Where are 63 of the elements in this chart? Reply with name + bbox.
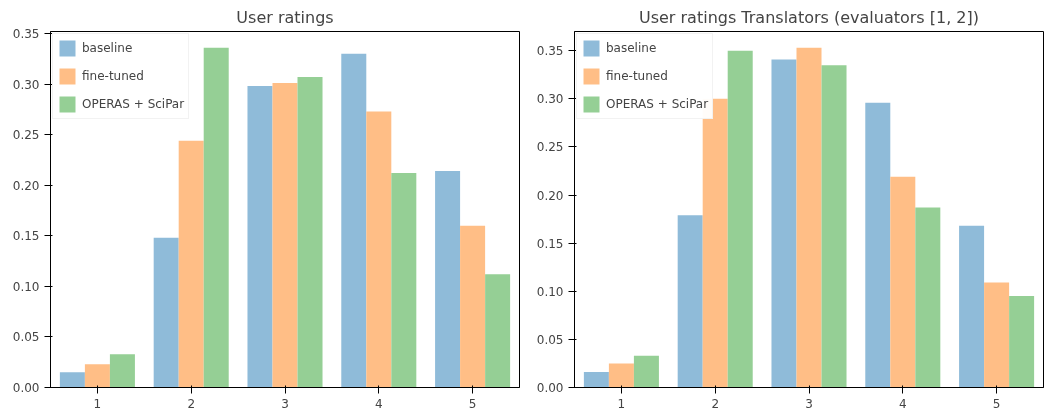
- y-tick-label: 0.10: [12, 279, 40, 294]
- y-tick-label: 0.30: [536, 92, 564, 107]
- y-tick-label: 0.20: [536, 188, 564, 203]
- x-tick-label: 1: [617, 396, 626, 411]
- y-tick-label: 0.15: [12, 229, 40, 244]
- bar: [391, 173, 417, 388]
- bar: [153, 237, 179, 388]
- legend-label: OPERAS + SciPar: [606, 97, 709, 111]
- chart-title: User ratings Translators (evaluators [1, 2]): [638, 7, 980, 27]
- bar: [633, 355, 659, 388]
- bar: [109, 354, 135, 388]
- x-tick-label: 5: [468, 396, 477, 411]
- y-tick-label: 0.35: [12, 27, 40, 42]
- y-tick-label: 0.05: [536, 332, 564, 347]
- bar: [485, 274, 511, 388]
- bar: [1009, 296, 1035, 388]
- bar: [796, 47, 822, 388]
- bar: [435, 171, 461, 388]
- y-tick-label: 0.00: [536, 381, 564, 395]
- bar: [915, 207, 941, 388]
- y-tick-label: 0.15: [536, 236, 564, 251]
- bar: [247, 86, 273, 388]
- bar: [460, 225, 486, 388]
- bar: [297, 77, 323, 388]
- bar: [272, 83, 298, 388]
- bar: [59, 372, 85, 388]
- bar: [865, 102, 891, 388]
- x-tick-label: 3: [281, 396, 289, 411]
- x-tick-label: 4: [374, 396, 383, 411]
- chart-title: User ratings: [236, 7, 334, 27]
- bar: [366, 111, 392, 388]
- bar: [959, 225, 985, 388]
- legend-label: fine-tuned: [82, 69, 144, 83]
- bar: [341, 53, 367, 388]
- y-tick-label: 0.25: [536, 140, 564, 155]
- bar: [771, 59, 797, 388]
- bar: [677, 215, 703, 388]
- bar: [84, 364, 110, 388]
- x-tick-label: 4: [898, 396, 907, 411]
- x-tick-label: 2: [187, 396, 196, 411]
- x-tick-label: 5: [992, 396, 1001, 411]
- legend-label: baseline: [606, 41, 657, 55]
- y-tick-label: 0.25: [12, 128, 40, 143]
- bar: [727, 50, 753, 388]
- y-tick-label: 0.05: [12, 330, 40, 345]
- bar: [203, 47, 229, 388]
- x-tick-label: 3: [805, 396, 813, 411]
- y-tick-label: 0.30: [12, 77, 40, 92]
- legend-label: baseline: [82, 41, 133, 55]
- bar: [608, 363, 634, 388]
- legend-label: OPERAS + SciPar: [82, 97, 185, 111]
- y-tick-label: 0.00: [12, 381, 40, 395]
- x-tick-label: 2: [711, 396, 720, 411]
- legend-label: fine-tuned: [606, 69, 668, 83]
- y-tick-label: 0.35: [536, 44, 564, 59]
- bar: [984, 282, 1010, 388]
- x-tick-label: 1: [93, 396, 102, 411]
- bar: [821, 65, 847, 388]
- bar: [178, 140, 204, 388]
- y-tick-label: 0.20: [12, 178, 40, 193]
- bar: [890, 176, 916, 388]
- bar: [583, 372, 609, 388]
- y-tick-label: 0.10: [536, 284, 564, 299]
